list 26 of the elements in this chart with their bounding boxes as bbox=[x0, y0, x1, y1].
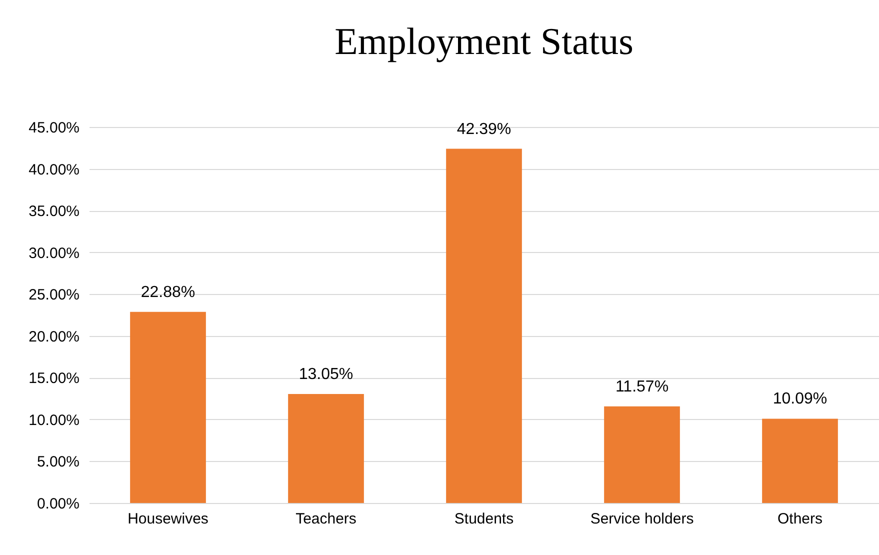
chart-title: Employment Status bbox=[334, 21, 634, 63]
y-tick-label: 20.00% bbox=[28, 328, 80, 346]
y-tick-label: 35.00% bbox=[28, 203, 80, 220]
x-tick-label: Housewives bbox=[128, 510, 208, 528]
y-tick-label: 25.00% bbox=[28, 286, 80, 304]
x-tick-label: Teachers bbox=[296, 510, 356, 528]
data-label: 22.88% bbox=[140, 284, 196, 301]
bar bbox=[130, 312, 206, 503]
y-tick-label: 5.00% bbox=[36, 454, 80, 471]
y-tick-label: 30.00% bbox=[28, 244, 80, 262]
y-tick-label: 10.00% bbox=[28, 412, 80, 429]
bar bbox=[446, 148, 522, 503]
data-label: 11.57% bbox=[615, 378, 669, 396]
bar bbox=[604, 406, 680, 503]
bar bbox=[288, 394, 364, 503]
data-label: 10.09% bbox=[772, 390, 828, 408]
x-tick-label: Others bbox=[777, 510, 823, 528]
y-tick-label: 15.00% bbox=[28, 370, 80, 388]
x-tick-label: Students bbox=[454, 510, 514, 528]
x-tick-label: Service holders bbox=[590, 510, 694, 528]
data-label: 42.39% bbox=[456, 120, 512, 138]
y-tick-label: 45.00% bbox=[28, 120, 80, 136]
y-tick-label: 40.00% bbox=[28, 161, 80, 178]
data-label: 13.05% bbox=[298, 366, 354, 383]
y-tick-label: 0.00% bbox=[36, 496, 80, 512]
bar bbox=[762, 418, 838, 503]
